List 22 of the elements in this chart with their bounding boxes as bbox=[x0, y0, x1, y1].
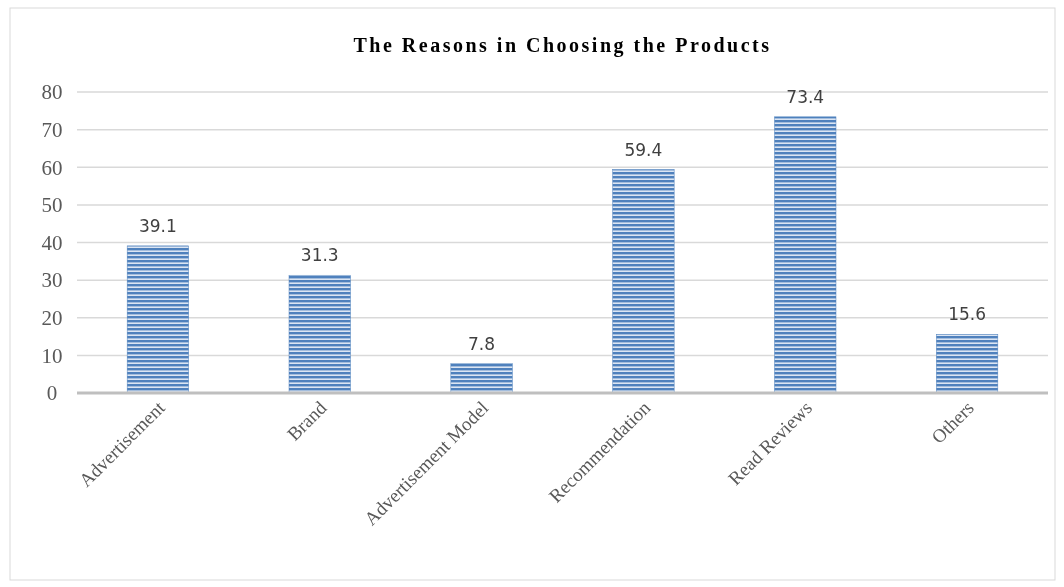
y-tick-label: 50 bbox=[41, 193, 63, 218]
data-label: 39.1 bbox=[138, 215, 177, 236]
bar bbox=[126, 245, 189, 394]
y-tick-label: 20 bbox=[41, 306, 63, 331]
bar bbox=[612, 169, 675, 394]
data-label: 59.4 bbox=[624, 139, 663, 160]
data-label: 15.6 bbox=[948, 304, 987, 325]
y-tick-label: 80 bbox=[41, 80, 63, 105]
y-tick-label: 40 bbox=[41, 230, 63, 255]
y-tick-label: 0 bbox=[46, 381, 58, 406]
y-tick-label: 70 bbox=[41, 117, 63, 142]
bar bbox=[288, 274, 351, 394]
y-tick-label: 30 bbox=[41, 268, 63, 293]
data-label: 73.4 bbox=[786, 86, 825, 107]
bar bbox=[774, 116, 837, 394]
data-label: 7.8 bbox=[468, 333, 496, 354]
bar bbox=[450, 363, 513, 394]
bar bbox=[936, 334, 999, 394]
y-tick-label: 60 bbox=[41, 155, 63, 180]
chart-title: The Reasons in Choosing the Products bbox=[353, 34, 772, 57]
data-label: 31.3 bbox=[300, 245, 339, 266]
y-tick-label: 10 bbox=[41, 343, 63, 368]
